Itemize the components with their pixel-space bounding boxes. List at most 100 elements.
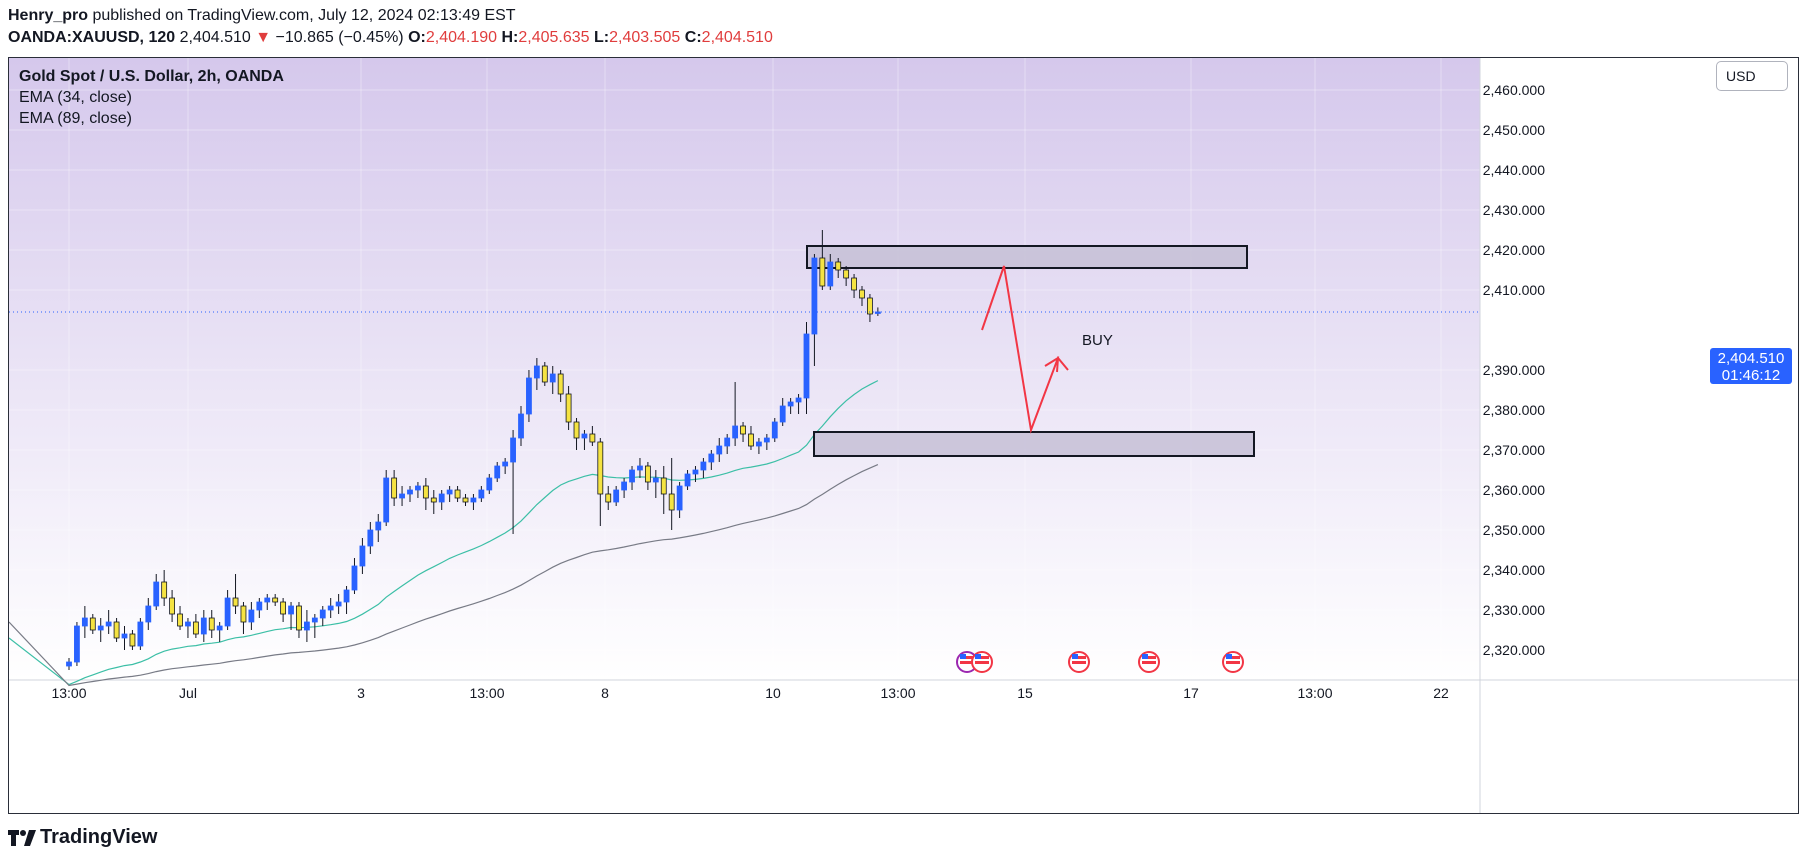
candle-body xyxy=(851,277,857,291)
x-tick-label: Jul xyxy=(179,685,197,701)
candle-body xyxy=(756,441,762,447)
candle-body xyxy=(359,545,366,567)
last-price: 2,404.510 xyxy=(179,29,251,46)
author-name[interactable]: Henry_pro xyxy=(8,7,89,24)
y-tick-label: 2,380.000 xyxy=(1483,402,1545,418)
x-tick-label: 3 xyxy=(357,685,365,701)
low-value: 2,403.505 xyxy=(609,29,681,46)
candle-body xyxy=(526,377,532,415)
candle-body xyxy=(216,625,223,631)
price-change: −10.865 (−0.45%) xyxy=(275,29,404,46)
flag-stripe xyxy=(975,661,989,664)
candle-body xyxy=(407,489,413,495)
close-value: 2,404.510 xyxy=(701,29,773,46)
y-tick-label: 2,410.000 xyxy=(1483,282,1545,298)
brand-footer[interactable]: TradingView xyxy=(8,826,157,849)
candle-body xyxy=(803,333,810,399)
candle-body xyxy=(169,597,175,615)
candle-body xyxy=(232,597,239,607)
candle-body xyxy=(573,421,580,439)
candle-body xyxy=(478,489,485,499)
candle-body xyxy=(732,425,739,439)
candle-body xyxy=(375,521,382,531)
y-tick-label: 2,350.000 xyxy=(1483,522,1545,538)
candle-body xyxy=(327,605,334,611)
y-tick-label: 2,440.000 xyxy=(1483,162,1545,178)
candle-body xyxy=(113,621,120,639)
candle-body xyxy=(644,465,651,483)
candle-body xyxy=(843,269,850,279)
candle-body xyxy=(486,477,493,491)
x-tick-label: 13:00 xyxy=(880,685,915,701)
x-tick-label: 13:00 xyxy=(1297,685,1332,701)
high-label: H: xyxy=(501,29,519,46)
candle-body xyxy=(343,589,350,603)
candle-body xyxy=(700,461,707,471)
legend-ema34[interactable]: EMA (34, close) xyxy=(19,89,132,106)
symbol-ohlc-line: OANDA:XAUUSD, 120 2,404.510 ▼ −10.865 (−… xyxy=(8,29,773,47)
candle-body xyxy=(430,497,437,503)
y-tick-label: 2,340.000 xyxy=(1483,562,1545,578)
candle-body xyxy=(565,393,572,423)
candle-body xyxy=(224,597,231,627)
candle-body xyxy=(200,617,207,635)
candle-body xyxy=(684,473,691,487)
ema34-line xyxy=(9,380,879,686)
published-text: published on TradingView.com, July 12, 2… xyxy=(88,7,516,24)
flag-canton xyxy=(960,654,966,659)
candle-body xyxy=(415,485,421,491)
candle-body xyxy=(153,581,160,607)
x-tick-label: 22 xyxy=(1433,685,1449,701)
candle-body xyxy=(399,493,405,499)
candle-body xyxy=(438,493,445,503)
high-value: 2,405.635 xyxy=(518,29,590,46)
candle-body xyxy=(256,601,263,611)
candle-body xyxy=(319,609,326,619)
candle-body xyxy=(581,433,588,439)
candle-body xyxy=(351,565,358,591)
candle-body xyxy=(748,433,754,447)
legend-ema89[interactable]: EMA (89, close) xyxy=(19,110,132,127)
candle-body xyxy=(462,497,469,503)
projection-arrow xyxy=(981,265,1069,434)
candle-body xyxy=(81,617,88,627)
last-price-tag: 2,404.510 01:46:12 xyxy=(1710,348,1792,384)
chart-frame[interactable]: 2,460.000 2,450.000 2,440.000 2,430.000 2,42… xyxy=(8,57,1799,814)
candle-body xyxy=(549,373,556,383)
currency-button[interactable]: USD xyxy=(1716,61,1788,91)
candle-body xyxy=(637,465,643,471)
candle-body xyxy=(422,485,429,499)
candle-body xyxy=(716,445,723,455)
candle-body xyxy=(264,597,271,603)
tradingview-logo-icon xyxy=(8,829,36,846)
flag-stripe xyxy=(960,656,974,659)
candle-body xyxy=(335,601,342,607)
candle-body xyxy=(597,441,604,495)
candle-body xyxy=(613,489,620,503)
candle-body xyxy=(827,261,834,287)
candle-body xyxy=(66,661,72,667)
candle-body xyxy=(129,633,136,647)
zone-resistance xyxy=(806,245,1248,269)
y-tick-label: 2,370.000 xyxy=(1483,442,1545,458)
price-chart[interactable]: 2,460.000 2,450.000 2,440.000 2,430.000 2,42… xyxy=(9,58,1799,814)
ema89-line xyxy=(9,464,879,687)
candle-body xyxy=(724,437,731,447)
candle-body xyxy=(589,433,596,443)
y-tick-label: 2,450.000 xyxy=(1483,122,1545,138)
candle-body xyxy=(208,617,215,631)
flag-canton xyxy=(1072,654,1078,659)
flag-stripe xyxy=(1142,661,1156,664)
legend-title[interactable]: Gold Spot / U.S. Dollar, 2h, OANDA xyxy=(19,68,284,85)
flag-stripe xyxy=(1142,656,1156,659)
candle-body xyxy=(89,617,96,631)
candle-body xyxy=(660,477,667,495)
candle-body xyxy=(867,297,873,315)
candle-body xyxy=(280,601,287,615)
zone-support xyxy=(813,431,1255,457)
candle-body xyxy=(763,437,770,443)
brand-name: TradingView xyxy=(40,826,158,848)
candle-body xyxy=(391,477,398,499)
candle-body xyxy=(795,397,802,403)
candle-body xyxy=(771,421,778,439)
